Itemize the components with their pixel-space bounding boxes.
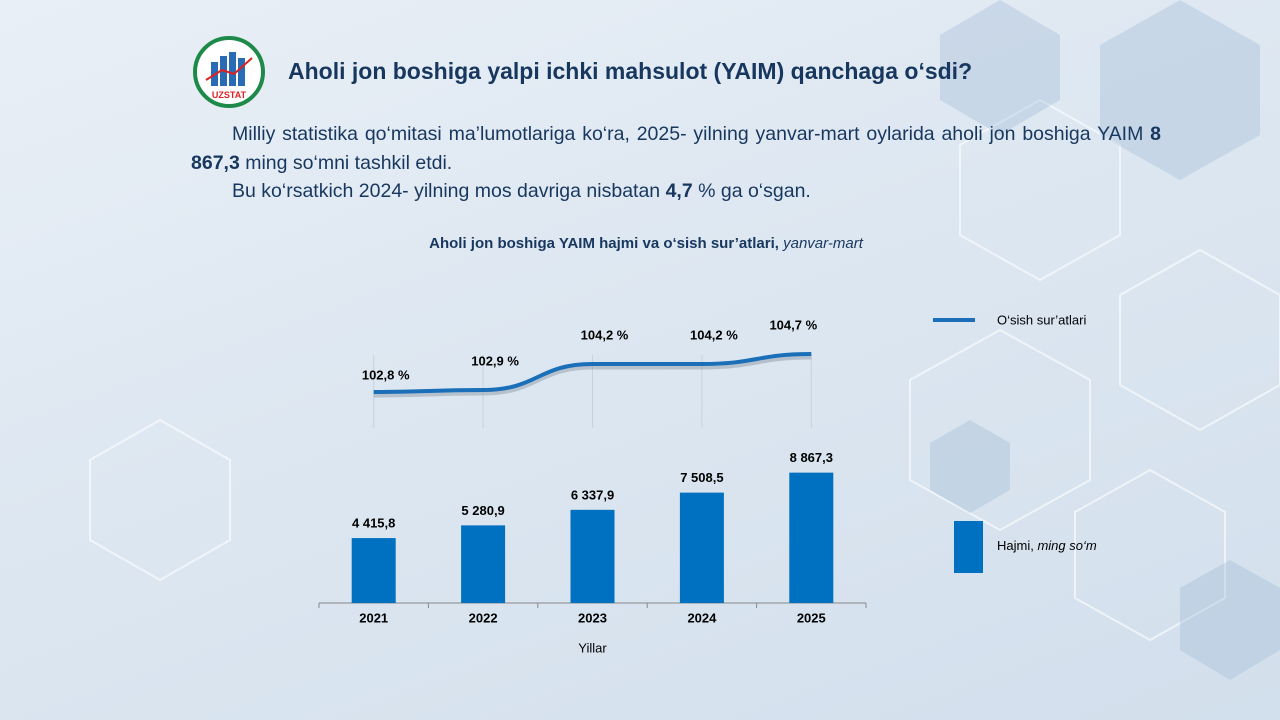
data-label: 104,7 %	[769, 317, 817, 332]
text-run: ming so‘mni tashkil etdi.	[239, 152, 453, 174]
data-label: 102,8 %	[362, 367, 410, 382]
text-run: % ga o‘sgan.	[692, 180, 811, 202]
legend-label: O‘sish sur’atlari	[997, 312, 1086, 327]
chart-title: Aholi jon boshiga YAIM hajmi va o‘sish s…	[429, 235, 779, 252]
line-shadow	[373, 354, 812, 398]
bar	[351, 538, 396, 603]
bar	[679, 492, 724, 603]
text-run: Bu ko‘rsatkich 2024- yilning mos davriga…	[232, 180, 666, 202]
data-label: 4 415,8	[352, 516, 395, 531]
legend-name: Hajmi,	[997, 538, 1034, 553]
legend-unit: ming so‘m	[1037, 538, 1096, 553]
x-tick-label: 2021	[359, 610, 388, 625]
legend-label: Hajmi, ming so‘m	[997, 538, 1097, 553]
chart-subtitle: yanvar-mart	[782, 235, 864, 252]
bar	[789, 472, 834, 603]
data-label: 104,2 %	[581, 327, 629, 342]
bar	[570, 509, 615, 603]
data-label: 104,2 %	[690, 327, 738, 342]
bar	[461, 525, 506, 603]
x-axis-label: Yillar	[578, 640, 607, 655]
data-label: 7 508,5	[680, 470, 723, 485]
series-line	[373, 352, 812, 394]
chart-title-group: Aholi jon boshiga YAIM hajmi va o‘sish s…	[429, 235, 864, 252]
data-label: 102,9 %	[471, 353, 519, 368]
x-tick-label: 2024	[687, 610, 717, 625]
paragraph: Milliy statistika qo‘mitasi ma’lumotlari…	[191, 120, 1161, 178]
logo-text: UZSTAT	[212, 90, 247, 100]
paragraph: Bu ko‘rsatkich 2024- yilning mos davriga…	[191, 177, 1161, 206]
x-tick-label: 2023	[578, 610, 607, 625]
x-tick-label: 2022	[469, 610, 498, 625]
legend-swatch	[954, 521, 983, 573]
data-label: 5 280,9	[461, 503, 504, 518]
data-label: 8 867,3	[790, 450, 833, 465]
text-run: 4,7	[665, 180, 693, 202]
text-run: Milliy statistika qo‘mitasi ma’lumotlari…	[232, 123, 1151, 145]
slide-title: Aholi jon boshiga yalpi ichki mahsulot (…	[288, 58, 973, 84]
text-run: 8 867,3	[191, 123, 1161, 174]
x-tick-label: 2025	[797, 610, 826, 625]
data-label: 6 337,9	[571, 487, 614, 502]
